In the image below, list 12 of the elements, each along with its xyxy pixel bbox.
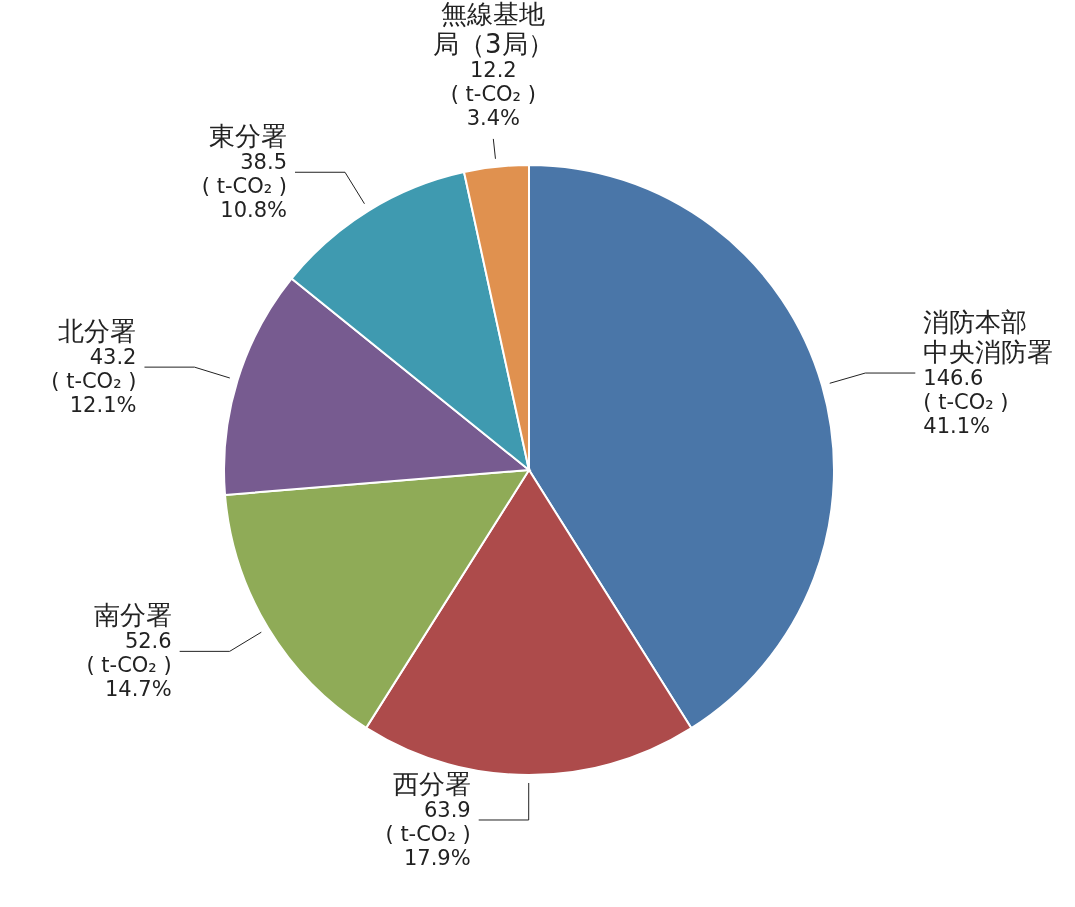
data-label: 63.9 ( t-CO₂ ) 17.9% <box>385 798 471 870</box>
slice-label: 西分署 <box>392 769 471 799</box>
data-label: 146.6 ( t-CO₂ ) 41.1% <box>923 366 1009 439</box>
data-label: 12.2 ( t-CO₂ ) 3.4% <box>450 57 536 130</box>
data-label: 38.5 ( t-CO₂ ) 10.8% <box>201 150 288 223</box>
data-label: 52.6 ( t-CO₂ ) 14.7% <box>86 629 172 702</box>
slice-label: 北分署 <box>58 316 137 347</box>
slice-label: 無線基地局（3局） <box>433 0 554 59</box>
slice-label: 東分署 <box>209 121 288 152</box>
slice-label: 消防本部中央消防署 <box>923 307 1054 368</box>
slice-label: 南分署 <box>93 600 172 631</box>
data-label: 43.2 ( t-CO₂ ) 12.1% <box>51 345 137 418</box>
